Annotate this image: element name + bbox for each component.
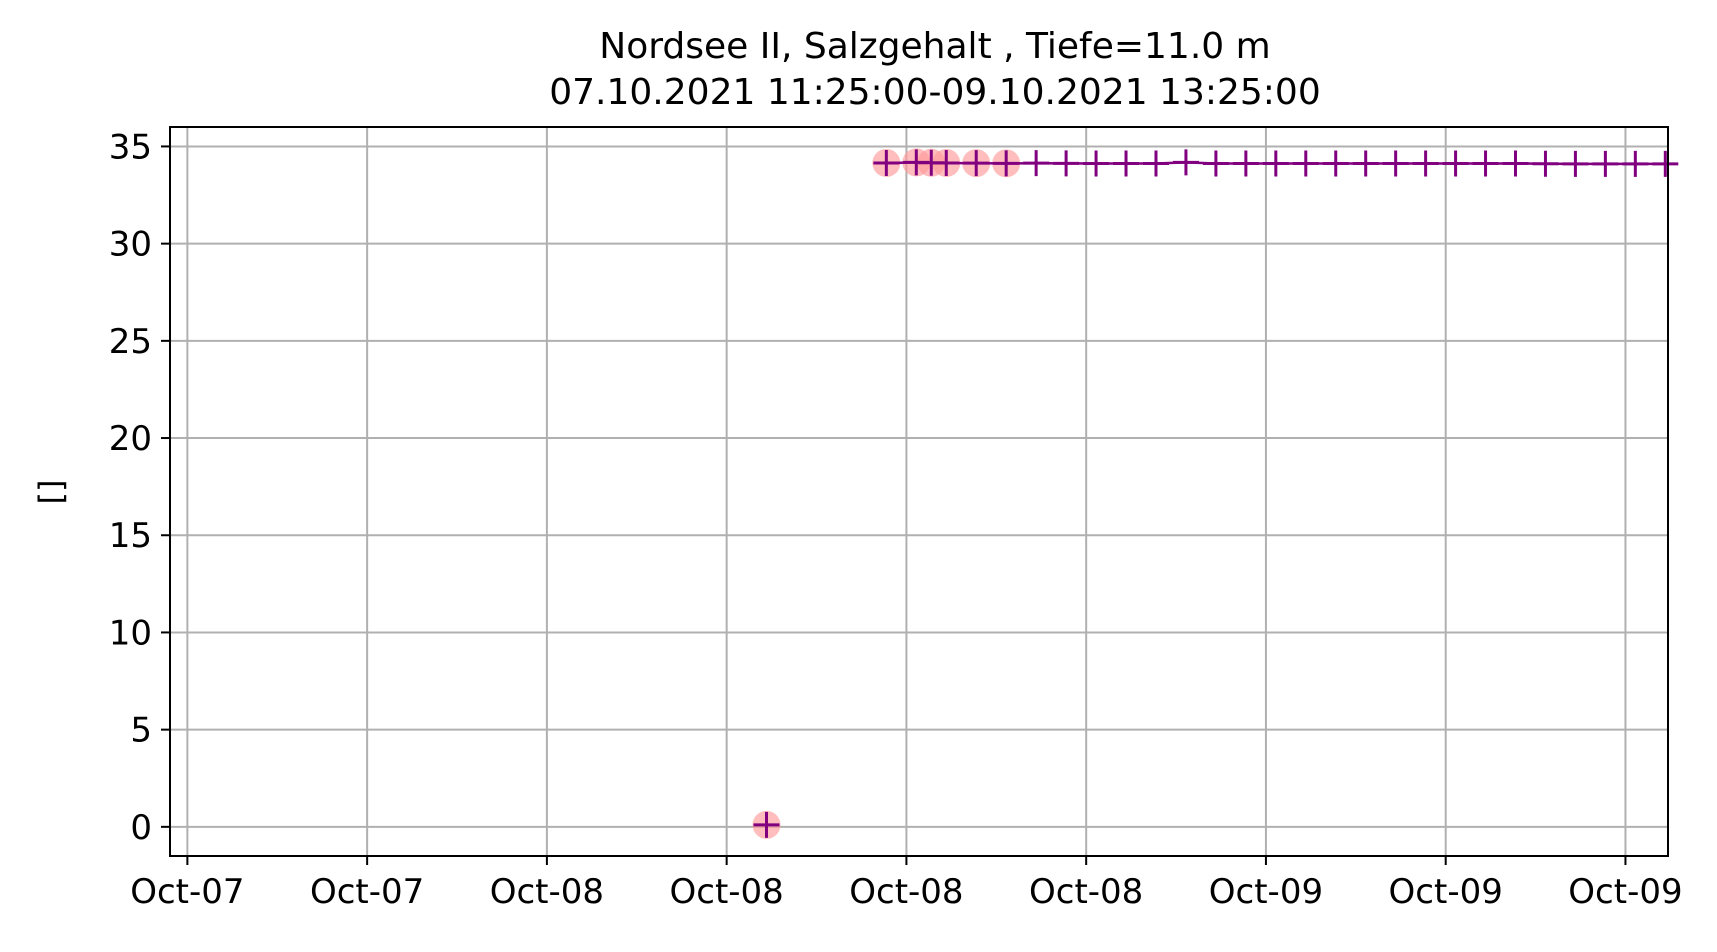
data-point	[1502, 150, 1529, 177]
chart-title-line-1: Nordsee II, Salzgehalt , Tiefe=11.0 m	[599, 26, 1270, 67]
x-tick-label: Oct-07	[130, 872, 244, 912]
x-tick-label: Oct-08	[1029, 872, 1143, 912]
data-point	[1562, 150, 1589, 177]
grid-lines	[170, 127, 1668, 856]
data-point	[1592, 150, 1619, 177]
y-tick-label: 25	[109, 322, 152, 362]
data-point	[1142, 150, 1169, 177]
data-point	[1532, 150, 1559, 177]
x-tick-label: Oct-09	[1568, 872, 1682, 912]
y-tick-label: 35	[109, 127, 152, 167]
plot-frame	[169, 126, 1669, 857]
series-line	[886, 161, 1666, 166]
flagged-markers	[752, 148, 1021, 839]
x-tick-label: Oct-07	[310, 872, 424, 912]
data-markers	[753, 149, 1679, 838]
data-point	[1172, 149, 1199, 176]
data-point	[1202, 150, 1229, 177]
data-point	[873, 149, 900, 176]
x-tick-label: Oct-09	[1389, 872, 1503, 912]
data-point	[1442, 150, 1469, 177]
data-point	[1023, 150, 1050, 177]
data-point	[1622, 150, 1649, 177]
y-tick-label: 30	[109, 225, 152, 265]
data-point	[1292, 150, 1319, 177]
data-point	[1053, 150, 1080, 177]
x-tick-label: Oct-09	[1209, 872, 1323, 912]
x-tick-label: Oct-08	[849, 872, 963, 912]
data-point	[1322, 150, 1349, 177]
y-tick-label: 20	[109, 419, 152, 459]
data-point	[963, 150, 990, 177]
data-point	[1652, 150, 1679, 177]
data-point	[1352, 150, 1379, 177]
data-point	[1412, 150, 1439, 177]
data-point	[1232, 150, 1259, 177]
y-tick-label: 5	[130, 711, 152, 751]
data-point	[1472, 150, 1499, 177]
y-axis-ticks: 0 5 10 15 20 25 30 35	[109, 127, 170, 848]
y-tick-label: 10	[109, 613, 152, 653]
x-axis-ticks: Oct-07 Oct-07 Oct-08 Oct-08 Oct-08 Oct-08 Oct-…	[130, 856, 1683, 912]
chart-title: Nordsee II, Salzgehalt , Tiefe=11.0 m 07…	[549, 26, 1321, 113]
x-tick-label: Oct-08	[490, 872, 604, 912]
data-point	[1262, 150, 1289, 177]
y-axis-label: []	[32, 480, 70, 505]
data-line	[886, 161, 1666, 166]
data-point	[1083, 150, 1110, 177]
x-tick-label: Oct-08	[669, 872, 783, 912]
data-point	[1382, 150, 1409, 177]
data-point	[753, 811, 780, 838]
y-tick-label: 0	[130, 808, 152, 848]
y-tick-label: 15	[109, 516, 152, 556]
chart-title-line-2: 07.10.2021 11:25:00-09.10.2021 13:25:00	[549, 72, 1321, 113]
data-point	[993, 150, 1020, 177]
data-point	[1113, 150, 1140, 177]
data-point	[933, 149, 960, 176]
